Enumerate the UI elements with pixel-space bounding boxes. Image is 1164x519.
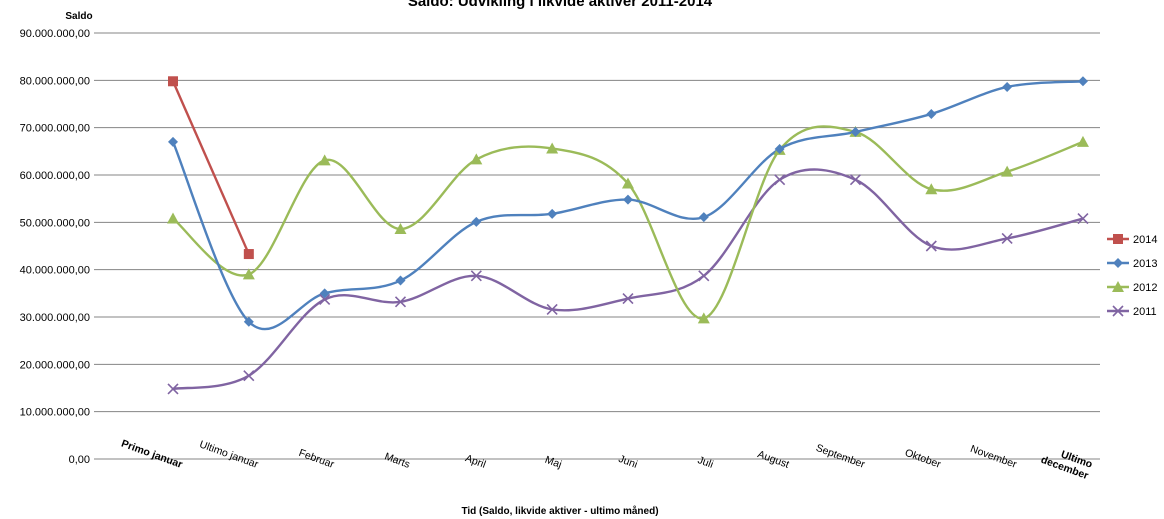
chart-title: Saldo: Udvikling i likvide aktiver 2011-…: [408, 0, 713, 10]
x-tick-label: Ultimodecember: [1039, 443, 1094, 483]
x-tick-labels: Primo januar Ultimo januar Februar Marts Apr…: [120, 438, 1094, 483]
legend-marker-2013: [1113, 258, 1123, 268]
data-point-2013: [698, 212, 709, 223]
y-tick-label: 80.000.000,00: [20, 75, 90, 87]
y-tick-label: 30.000.000,00: [20, 312, 90, 324]
x-tick-label: Juni: [617, 453, 639, 471]
legend-marker-2014: [1113, 234, 1123, 244]
y-tick-labels: 0,00 10.000.000,00 20.000.000,00 30.000.000…: [20, 28, 90, 466]
x-tick-label: Marts: [383, 451, 412, 471]
y-tick-label: 60.000.000,00: [20, 170, 90, 182]
x-tick-label: Ultimo januar: [198, 438, 261, 471]
data-point-2011: [774, 174, 786, 186]
data-point-2012: [470, 153, 483, 165]
series-line-2014: [171, 80, 250, 255]
data-point-2013: [1002, 81, 1013, 92]
data-point-2013: [622, 194, 633, 205]
x-axis-title: Tid (Saldo, likvide aktiver - ultimo mån…: [461, 505, 658, 517]
data-point-2012: [621, 177, 634, 189]
x-tick-label: Oktober: [903, 447, 943, 471]
y-tick-label: 20.000.000,00: [20, 359, 90, 371]
y-tick-label: 40.000.000,00: [20, 265, 90, 277]
data-point-2011: [546, 303, 558, 315]
data-point-2012: [697, 312, 710, 324]
x-tick-label: Februar: [297, 447, 336, 471]
legend-label-2013: 2013: [1133, 258, 1157, 270]
data-point-2012: [546, 142, 559, 154]
data-point-2013: [168, 136, 178, 147]
data-point-2012: [925, 183, 938, 195]
x-tick-label: September: [814, 442, 867, 471]
data-point-2012: [394, 222, 407, 234]
data-point-2013: [1077, 76, 1088, 87]
data-point-2012: [167, 212, 179, 224]
legend-label-2012: 2012: [1133, 282, 1157, 294]
data-point-2013: [319, 288, 330, 299]
x-tick-label: Maj: [543, 454, 563, 471]
data-point-2013: [850, 126, 861, 137]
data-point-2011: [925, 240, 937, 252]
data-point-2013: [547, 208, 558, 219]
x-tick-label: November: [969, 443, 1019, 471]
data-point-2014: [243, 249, 254, 260]
data-point-2014: [168, 76, 178, 87]
series-line-2013: [171, 80, 1084, 331]
data-point-2011: [319, 293, 331, 306]
data-point-2011: [394, 296, 407, 308]
y-tick-label: 70.000.000,00: [20, 123, 90, 135]
data-point-2012: [242, 268, 255, 280]
data-point-2011: [698, 270, 710, 282]
legend-label-2011: 2011: [1133, 306, 1157, 318]
data-point-2013: [471, 216, 482, 227]
y-tick-label: 50.000.000,00: [20, 217, 90, 229]
data-point-2012: [318, 154, 331, 166]
data-point-2013: [926, 108, 937, 119]
legend-marker-2011: [1112, 305, 1124, 317]
data-point-2013: [395, 275, 406, 286]
data-point-2011: [849, 174, 862, 186]
data-point-2011: [1001, 232, 1013, 244]
data-point-2011: [243, 370, 255, 382]
legend-label-2014: 2014: [1133, 234, 1157, 246]
data-point-2011: [167, 383, 179, 395]
data-point-2013: [243, 316, 254, 327]
y-axis-title: Saldo: [65, 11, 92, 22]
y-tick-label: 90.000.000,00: [20, 28, 90, 40]
data-point-2012: [1076, 135, 1089, 147]
data-point-2011: [622, 292, 634, 305]
x-tick-label: April: [464, 452, 488, 470]
legend-marker-2012: [1112, 281, 1124, 292]
series-markers: [167, 76, 1089, 395]
x-tick-label: August: [756, 448, 791, 470]
y-tick-label: 10.000.000,00: [20, 407, 90, 419]
x-tick-label: Juli: [696, 454, 715, 471]
data-point-2011: [470, 270, 482, 282]
x-tick-label: Primo januar: [120, 438, 184, 471]
data-point-2012: [1001, 165, 1014, 177]
y-tick-label: 0,00: [69, 454, 90, 466]
legend: 2014 2013 2012 2011: [1107, 234, 1157, 318]
data-point-2011: [1077, 212, 1089, 225]
data-point-2013: [774, 143, 785, 154]
